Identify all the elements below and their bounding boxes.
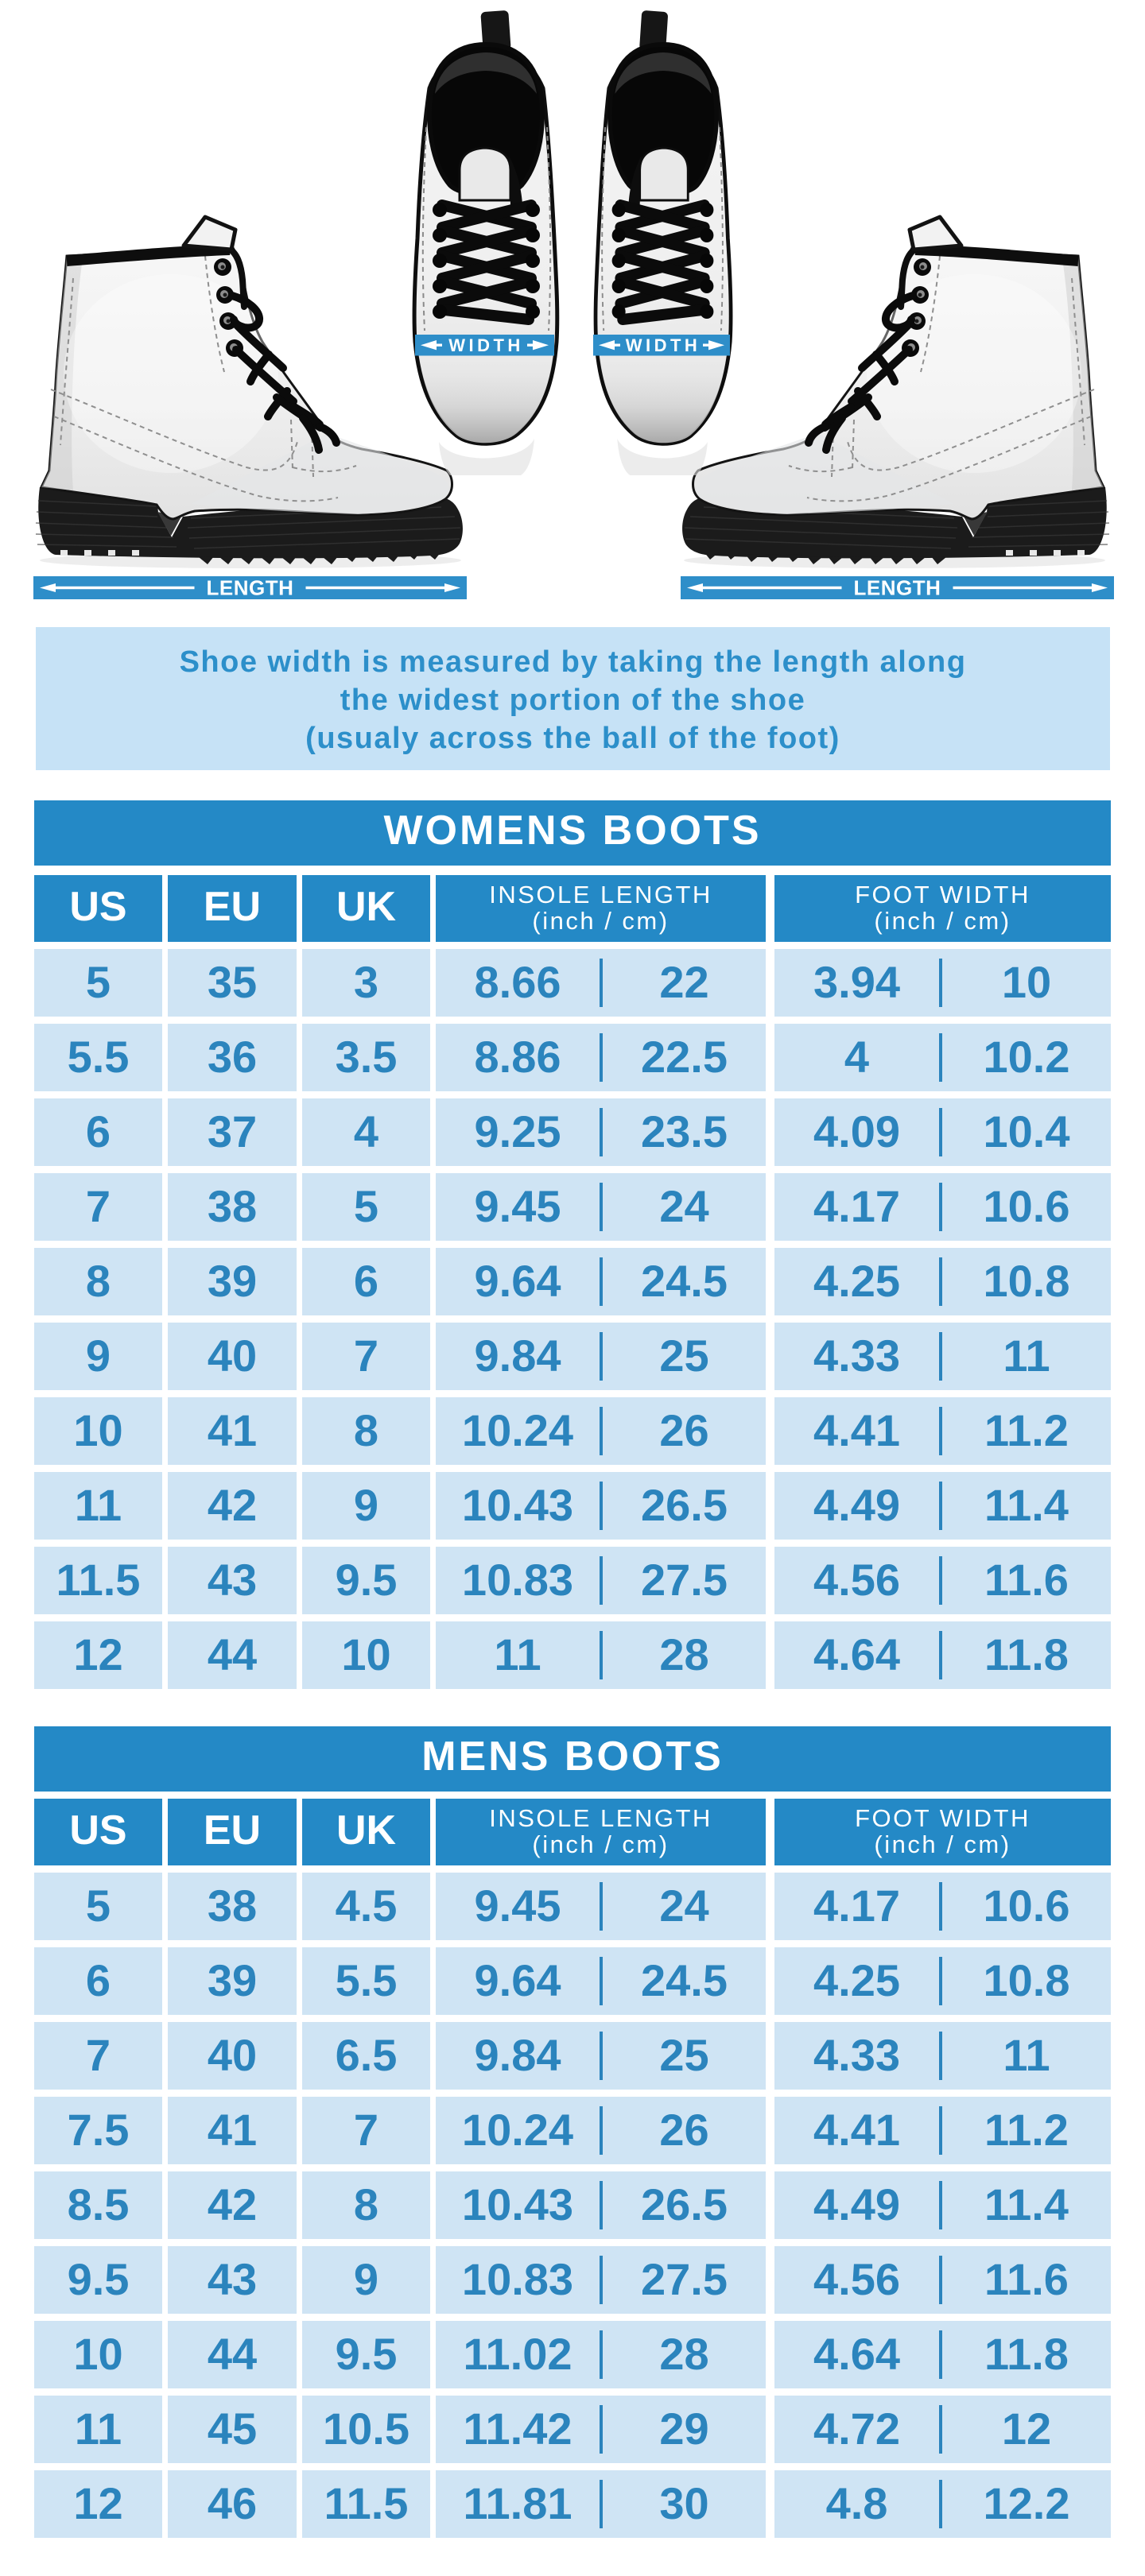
svg-text:LENGTH: LENGTH xyxy=(854,576,941,600)
svg-text:WIDTH: WIDTH xyxy=(626,335,701,355)
svg-text:WIDTH: WIDTH xyxy=(448,335,524,355)
svg-text:LENGTH: LENGTH xyxy=(207,576,294,600)
